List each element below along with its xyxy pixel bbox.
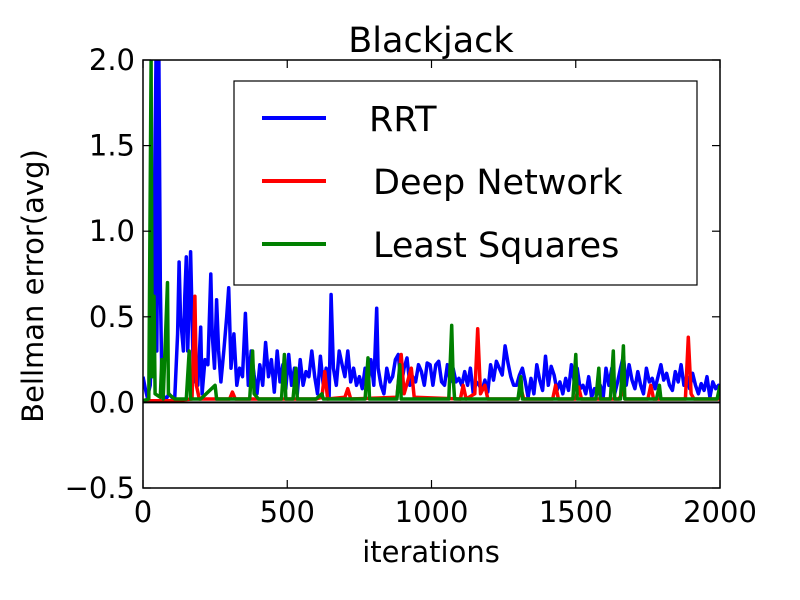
x-tick-label: 2000	[683, 495, 757, 529]
x-tick-label: 0	[134, 495, 152, 529]
legend-label-2: Least Squares	[373, 226, 619, 266]
y-tick-label: 2.0	[89, 43, 135, 77]
legend-label-1: Deep Network	[373, 163, 623, 203]
series-line-2	[143, 60, 720, 403]
chart-title: Blackjack	[348, 21, 514, 61]
ticks-layer: 0 500 1000 1500 2000 −0.5 0.0 0.5 1.0 1.5 2.0	[65, 43, 757, 529]
y-axis-label: Bellman error(avg)	[16, 149, 50, 423]
series-layer	[143, 60, 720, 403]
x-tick-label: 500	[260, 495, 315, 529]
y-tick-label: 0.5	[89, 300, 135, 334]
series-line-0	[143, 60, 720, 401]
y-tick-label: 1.0	[89, 214, 135, 248]
x-tick-label: 1000	[395, 495, 469, 529]
legend: RRT Deep Network Least Squares	[233, 80, 698, 286]
y-tick-label: −0.5	[65, 471, 135, 505]
y-tick-label: 1.5	[89, 129, 135, 163]
x-axis-label: iterations	[362, 535, 500, 569]
legend-label-0: RRT	[369, 100, 437, 140]
x-tick-label: 1500	[539, 495, 613, 529]
y-tick-label: 0.0	[89, 385, 135, 419]
